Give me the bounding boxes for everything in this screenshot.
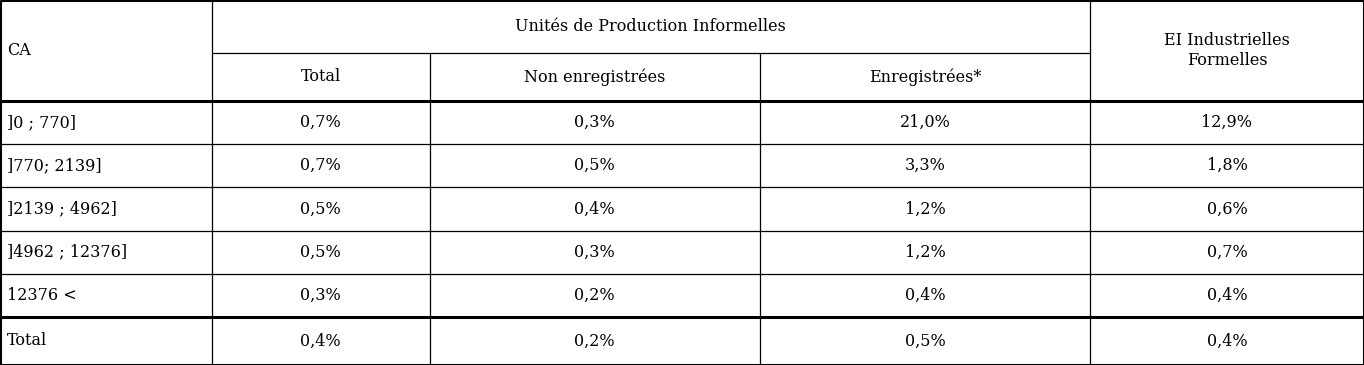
Text: ]0 ; 770]: ]0 ; 770] (7, 114, 76, 131)
Text: Total: Total (7, 333, 48, 349)
Text: Total: Total (300, 68, 341, 85)
Text: 0,3%: 0,3% (574, 244, 615, 261)
Text: 0,3%: 0,3% (574, 114, 615, 131)
Text: 0,5%: 0,5% (300, 200, 341, 218)
Text: 0,2%: 0,2% (574, 287, 615, 304)
Text: 0,7%: 0,7% (300, 114, 341, 131)
Text: Enregistrées*: Enregistrées* (869, 68, 981, 85)
Text: 0,6%: 0,6% (1207, 200, 1247, 218)
Text: 1,2%: 1,2% (904, 200, 945, 218)
Text: ]2139 ; 4962]: ]2139 ; 4962] (7, 200, 117, 218)
Text: 21,0%: 21,0% (899, 114, 951, 131)
Text: Unités de Production Informelles: Unités de Production Informelles (516, 18, 786, 35)
Text: ]770; 2139]: ]770; 2139] (7, 157, 101, 174)
Text: 12376 <: 12376 < (7, 287, 76, 304)
Text: 0,7%: 0,7% (1207, 244, 1247, 261)
Text: EI Industrielles
Formelles: EI Industrielles Formelles (1163, 32, 1290, 69)
Text: 0,4%: 0,4% (300, 333, 341, 349)
Text: Non enregistrées: Non enregistrées (524, 68, 666, 85)
Text: 1,8%: 1,8% (1207, 157, 1248, 174)
Text: 0,4%: 0,4% (1207, 333, 1247, 349)
Text: CA: CA (7, 42, 30, 59)
Text: 0,5%: 0,5% (904, 333, 945, 349)
Text: 3,3%: 3,3% (904, 157, 945, 174)
Text: 12,9%: 12,9% (1202, 114, 1252, 131)
Text: 0,5%: 0,5% (300, 244, 341, 261)
Text: ]4962 ; 12376]: ]4962 ; 12376] (7, 244, 127, 261)
Text: 0,4%: 0,4% (904, 287, 945, 304)
Text: 0,3%: 0,3% (300, 287, 341, 304)
Text: 0,4%: 0,4% (574, 200, 615, 218)
Text: 0,4%: 0,4% (1207, 287, 1247, 304)
Text: 0,7%: 0,7% (300, 157, 341, 174)
Text: 0,2%: 0,2% (574, 333, 615, 349)
Text: 1,2%: 1,2% (904, 244, 945, 261)
Text: 0,5%: 0,5% (574, 157, 615, 174)
